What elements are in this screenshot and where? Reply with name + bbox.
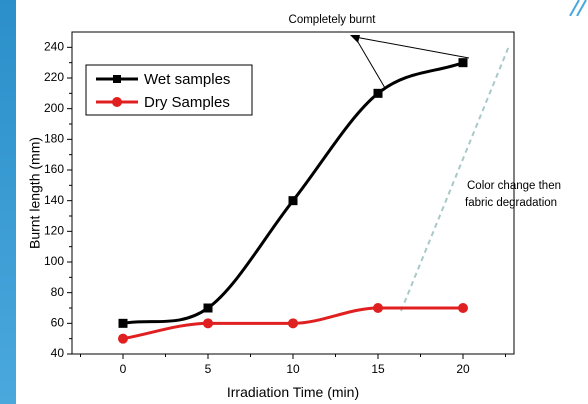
y-axis: 40 60 80 100 120 140 160 180 200 220 240: [44, 40, 72, 360]
legend-wet-marker: [113, 75, 121, 83]
y-tick-label-10: 240: [44, 40, 64, 54]
y-tick-label-0: 40: [51, 346, 65, 360]
series-0-point-1: [203, 303, 213, 313]
x-tick-label-4: 20: [456, 362, 470, 376]
slide-accent-strip: [0, 0, 16, 404]
x-axis: 0 5 10 15 20: [80, 354, 506, 376]
series-layer: [118, 58, 468, 344]
degradation-trend-line: [400, 45, 510, 312]
corner-decoration: [569, 0, 587, 16]
series-0-point-4: [458, 58, 468, 68]
y-tick-label-2: 80: [51, 285, 65, 299]
series-1-point-0: [118, 333, 128, 344]
series-1-point-4: [458, 303, 468, 313]
series-0-point-2: [288, 196, 298, 206]
series-0-point-0: [118, 318, 128, 328]
y-tick-label-4: 120: [44, 224, 64, 238]
y-tick-label-6: 160: [44, 162, 64, 176]
y-tick-label-1: 60: [51, 316, 65, 330]
series-1-point-3: [373, 303, 383, 313]
annotation-completely-burnt-text: Completely burnt: [289, 14, 377, 26]
legend: Wet samples Dry Samples: [85, 64, 253, 116]
x-tick-label-2: 10: [286, 362, 300, 376]
series-1-point-1: [203, 318, 213, 329]
x-tick-label-0: 0: [120, 362, 127, 376]
x-tick-label-1: 5: [205, 362, 212, 376]
y-tick-label-5: 140: [44, 193, 64, 207]
series-1-point-2: [288, 318, 298, 329]
annotation-arrow: [354, 36, 470, 89]
y-axis-title: Burnt length (mm): [27, 137, 43, 249]
legend-dry-label: Dry Samples: [144, 94, 230, 111]
annotation-color-change-line-2: fabric degradation: [465, 197, 557, 209]
y-tick-label-8: 200: [44, 101, 64, 115]
y-tick-label-7: 180: [44, 132, 64, 146]
legend-box: [85, 64, 253, 116]
legend-wet-label: Wet samples: [144, 71, 230, 88]
annotation-color-change: Color change then fabric degradation: [465, 180, 561, 209]
x-axis-title: Irradiation Time (min): [227, 384, 359, 400]
legend-dry-marker: [112, 97, 122, 107]
y-tick-label-3: 100: [44, 254, 64, 268]
x-tick-label-3: 15: [371, 362, 385, 376]
annotation-completely-burnt: Completely burnt: [289, 14, 470, 89]
annotation-arrowhead: [350, 35, 360, 43]
y-tick-label-9: 220: [44, 70, 64, 84]
annotation-color-change-line-1: Color change then: [467, 180, 561, 192]
series-0-point-3: [373, 88, 383, 98]
